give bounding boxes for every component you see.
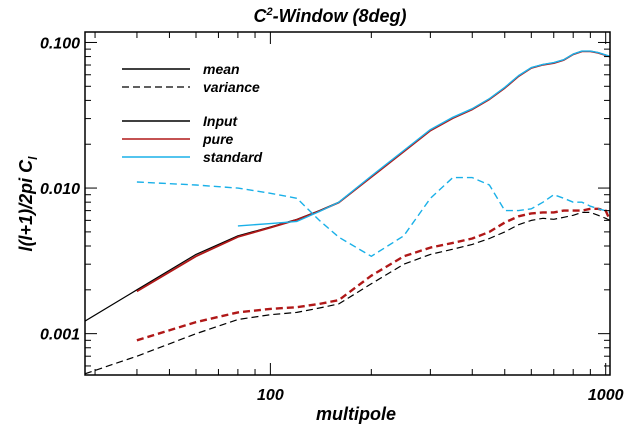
x-tick-label: 1000 [588, 387, 624, 404]
legend-label-input: Input [203, 113, 239, 129]
legend-label-standard: standard [203, 149, 263, 165]
x-axis-label: multipole [316, 404, 396, 424]
x-tick-label: 100 [257, 387, 284, 404]
chart-title-sup: 2 [266, 6, 273, 18]
series-input-mean [85, 50, 610, 322]
y-axis-label-main: l(l+1)/2pi C [16, 159, 36, 252]
series-input-variance [85, 211, 610, 375]
series-pure-variance [136, 207, 610, 342]
series-standard-mean [237, 50, 610, 227]
y-axis-label: l(l+1)/2pi Cl [16, 156, 40, 252]
legend-label-pure: pure [202, 131, 234, 147]
y-tick-label: 0.100 [40, 35, 80, 52]
plot-frame [84, 31, 611, 376]
axes: 100 1000 0.001 0.010 0.100 [40, 32, 624, 404]
legend-label-variance: variance [203, 79, 260, 95]
y-tick-label: 0.001 [40, 327, 80, 344]
chart-title-suffix: -Window (8deg) [273, 6, 407, 26]
chart-title: C2-Window (8deg) [254, 6, 407, 26]
plot-area [85, 50, 610, 375]
legend: mean variance Input pure standard [122, 61, 263, 165]
y-axis-label-sub: l [26, 156, 40, 160]
legend-label-mean: mean [203, 61, 240, 77]
y-tick-label: 0.010 [40, 181, 80, 198]
series-standard-variance [136, 176, 610, 257]
chart-title-prefix: C [254, 6, 268, 26]
